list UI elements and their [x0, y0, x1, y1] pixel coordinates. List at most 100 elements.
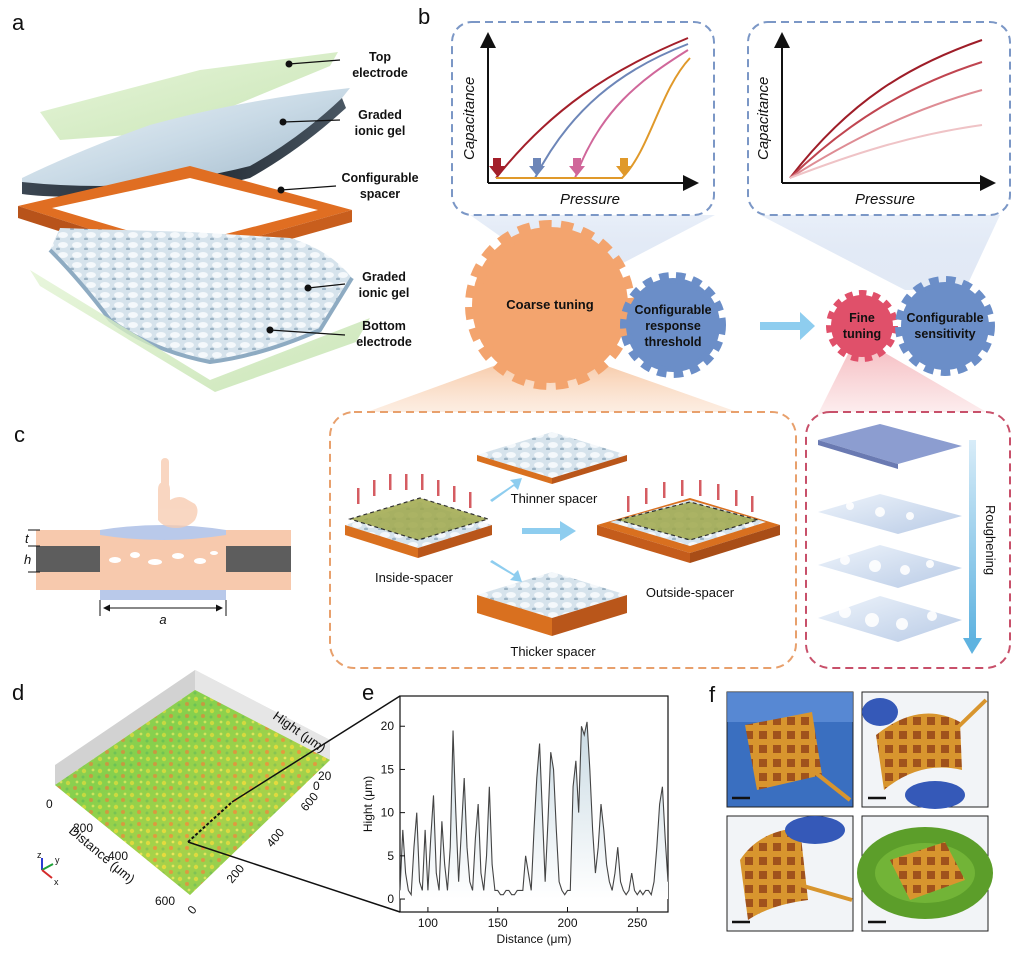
photo-flat-device — [726, 691, 854, 808]
bottom-electrode-layer — [30, 270, 370, 392]
sensitivity-plot-ylabel: Capacitance — [755, 77, 772, 160]
label-top-electrode-2: electrode — [352, 66, 408, 80]
threshold-arrow-2 — [529, 158, 545, 176]
spacer-left — [36, 546, 100, 572]
panel-d: d 0 200 400 600 0 200 400 600 20 0 Hight… — [12, 670, 401, 917]
sens-curve-4 — [789, 124, 983, 179]
top-membrane — [100, 525, 226, 540]
finger-press-icon — [158, 458, 198, 528]
label-gel-top-2: ionic gel — [355, 124, 406, 138]
bottom-gel-layer — [50, 228, 352, 362]
response-threshold-gear: Configurable response threshold — [620, 272, 726, 378]
chart-ylabel: Hight (μm) — [361, 776, 375, 832]
panel-a: a Top electrode Graded ionic gel Configu… — [12, 10, 419, 392]
fine-tuning-label-2: tuning — [843, 327, 881, 341]
bottom-membrane — [100, 590, 226, 600]
threshold-label-2: response — [645, 319, 701, 333]
d-z-tick-0: 0 — [313, 779, 320, 793]
label-top-electrode-1: Top — [369, 50, 391, 64]
threshold-label-1: Configurable — [634, 303, 711, 317]
panel-e: e 100 150 200 250 0 5 10 15 20 Distance (μm) Hight… — [361, 680, 669, 946]
roughening-arrow — [969, 440, 976, 640]
thinner-spacer-label: Thinner spacer — [511, 491, 598, 506]
sensitivity-gear: Configurable sensitivity — [895, 276, 995, 376]
top-electrode-layer — [40, 52, 338, 140]
threshold-label-3: threshold — [645, 335, 702, 349]
x-tick-label-250: 250 — [627, 916, 647, 930]
x-tick-label-100: 100 — [418, 916, 438, 930]
coarse-tuning-gear: Coarse tuning — [465, 220, 635, 390]
label-bottom-electrode-2: electrode — [356, 335, 412, 349]
curve-blue — [496, 43, 689, 179]
y-tick-label-0: 0 — [387, 892, 394, 906]
y-tick-label-5: 5 — [387, 849, 394, 863]
fine-tuning-gear: Fine tuning — [826, 290, 898, 362]
photo-leaf-device — [857, 815, 993, 932]
thicker-spacer-label: Thicker spacer — [510, 644, 596, 659]
threshold-arrow-4 — [616, 158, 632, 176]
label-spacer-2: spacer — [360, 187, 400, 201]
dim-a-label: a — [159, 612, 166, 627]
triad-z: z — [37, 850, 42, 860]
curve-dark-red — [495, 37, 689, 179]
sens-curve-2 — [789, 61, 983, 179]
inside-spacer-label: Inside-spacer — [375, 570, 454, 585]
sens-curve-3 — [789, 89, 983, 179]
d-x-tick-400: 400 — [108, 849, 128, 863]
photo-rolled-device — [726, 815, 854, 932]
d-z-tick-20: 20 — [318, 769, 332, 783]
panel-f: f — [709, 682, 993, 932]
label-gel-top-1: Graded — [358, 108, 402, 122]
d-y-tick-0: 0 — [46, 797, 53, 811]
profile-line-series — [399, 721, 669, 897]
label-spacer-1: Configurable — [341, 171, 418, 185]
d-y-tick-400: 400 — [264, 825, 288, 850]
outside-spacer-device: Outside-spacer — [597, 480, 780, 600]
rough-surface-1 — [818, 494, 962, 534]
d-x-tick-600: 600 — [155, 894, 175, 908]
dim-h-label: h — [24, 552, 31, 567]
d-y-tick-0b: 0 — [185, 903, 200, 917]
panel-f-label: f — [709, 682, 716, 707]
roughening-box: Roughening — [805, 411, 1011, 669]
roughening-label: Roughening — [983, 505, 998, 575]
dim-t-label: t — [25, 531, 30, 546]
d-x-tick-200: 200 — [73, 821, 93, 835]
thicker-spacer-device: Thicker spacer — [477, 572, 627, 659]
outside-spacer-label: Outside-spacer — [646, 585, 735, 600]
flow-arrow — [760, 312, 815, 340]
x-tick-label-150: 150 — [488, 916, 508, 930]
panel-d-label: d — [12, 680, 24, 705]
thinner-spacer-device: Thinner spacer — [477, 432, 627, 506]
panel-b: b Capacitance Pressure Capacita — [329, 4, 1011, 669]
threshold-arrow-1 — [489, 158, 505, 176]
rough-surface-2 — [818, 545, 962, 588]
threshold-arrow-3 — [569, 158, 585, 176]
chart-xlabel: Distance (μm) — [497, 932, 572, 946]
spacer-modes-box: Inside-spacer Thinner spacer Thicker spa… — [329, 411, 797, 669]
threshold-plot: Capacitance Pressure — [451, 21, 715, 216]
spacer-frame-hole — [52, 178, 318, 246]
y-tick-label-10: 10 — [381, 806, 395, 820]
height-profile-chart: 100 150 200 250 0 5 10 15 20 Distance (μm) Hight (… — [361, 695, 669, 946]
panel-c: c t h a — [14, 422, 291, 627]
top-gel-edge — [22, 98, 346, 197]
sensitivity-label-1: Configurable — [906, 311, 983, 325]
sens-curve-1 — [789, 39, 983, 179]
panel-c-label: c — [14, 422, 25, 447]
axis-triad-icon: z y x — [37, 850, 60, 887]
threshold-plot-ylabel: Capacitance — [461, 77, 478, 160]
y-tick-label-15: 15 — [381, 762, 395, 776]
sensitivity-label-2: sensitivity — [914, 327, 975, 341]
layer-labels: Top electrode Graded ionic gel Configura… — [266, 50, 419, 349]
panel-a-label: a — [12, 10, 25, 35]
coarse-tuning-label: Coarse tuning — [506, 297, 593, 312]
fine-tuning-label-1: Fine — [849, 311, 875, 325]
triad-x: x — [54, 877, 59, 887]
flat-surface — [818, 424, 962, 464]
spacer-right — [226, 546, 291, 572]
label-gel-bottom-1: Graded — [362, 270, 406, 284]
d-y-tick-600: 600 — [298, 789, 322, 814]
inside-spacer-device: Inside-spacer — [345, 474, 492, 585]
